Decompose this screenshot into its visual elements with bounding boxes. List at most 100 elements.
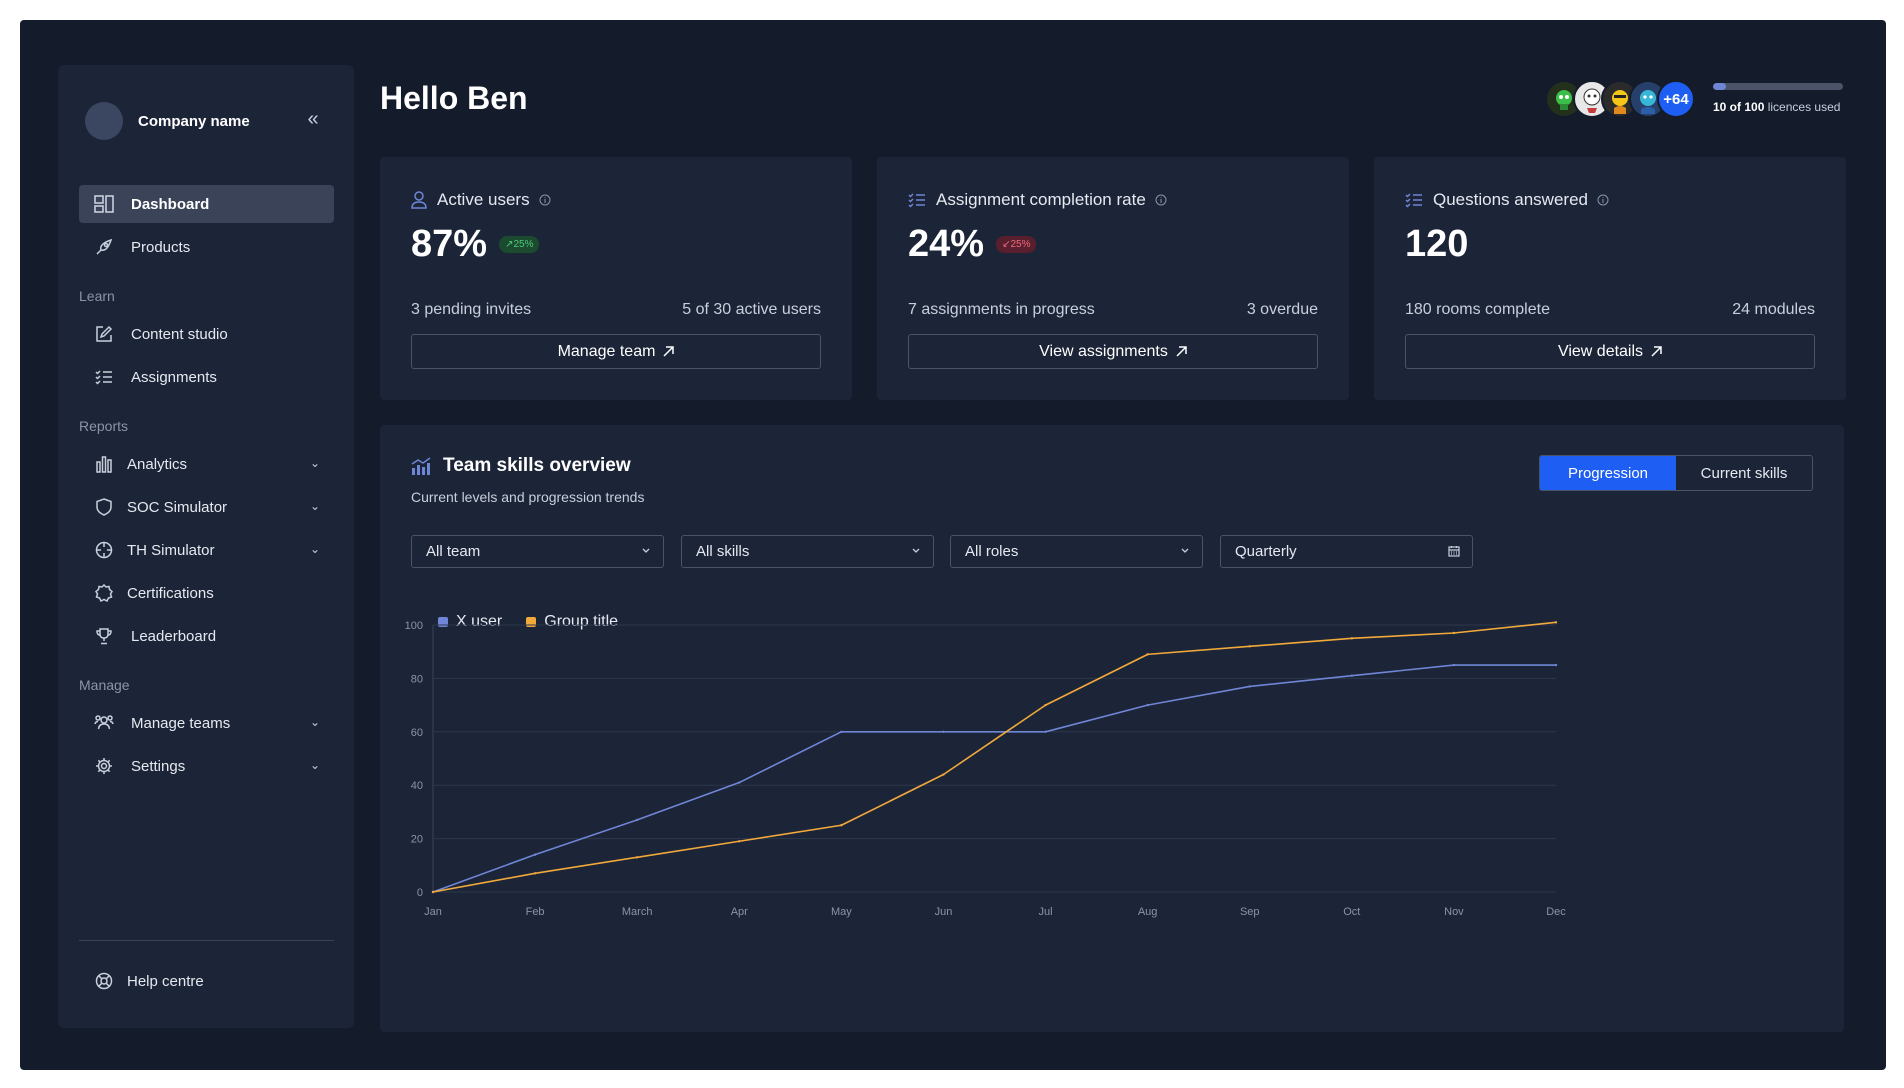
filter-skills-select[interactable]: All skills (681, 535, 934, 568)
avatar[interactable] (1545, 80, 1583, 118)
sidebar-item-settings[interactable]: Settings ⌄ (79, 747, 334, 785)
select-value: All team (426, 543, 481, 560)
data-point-1 (1044, 703, 1047, 707)
data-point-1 (1452, 631, 1456, 635)
sidebar-item-certifications[interactable]: Certifications (79, 574, 334, 612)
checklist-icon (908, 192, 926, 208)
toggle-progression[interactable]: Progression (1540, 456, 1676, 490)
card-left-text: 7 assignments in progress (908, 301, 1095, 318)
sidebar-item-dashboard[interactable]: Dashboard (79, 185, 334, 223)
external-arrow-icon (1651, 346, 1662, 357)
filter-roles-select[interactable]: All roles (950, 535, 1203, 568)
chevron-down-icon (911, 545, 921, 555)
view-assignments-button[interactable]: View assignments (908, 334, 1318, 369)
sidebar-item-th-simulator[interactable]: TH Simulator ⌄ (79, 531, 334, 569)
card-value: 24% (908, 223, 985, 265)
chevron-down-icon[interactable]: ⌄ (309, 499, 320, 513)
button-label: View assignments (1039, 342, 1168, 360)
sidebar-item-label: Products (131, 238, 191, 256)
card-right-text: 3 overdue (1246, 301, 1318, 318)
legend-swatch (438, 617, 448, 627)
filter-team-select[interactable]: All team (411, 535, 664, 568)
user-icon (411, 191, 427, 209)
select-value: Quarterly (1235, 543, 1297, 560)
card-left-text: 180 rooms complete (1405, 301, 1550, 318)
card-right-text: 5 of 30 active users (682, 301, 821, 318)
chevron-down-icon (1180, 545, 1190, 555)
button-label: View details (1557, 342, 1644, 360)
card-title: Assignment completion rate (908, 190, 1167, 210)
edit-icon (93, 323, 115, 345)
panel-title-text: Team skills overview (443, 455, 631, 476)
sidebar-item-analytics[interactable]: Analytics ⌄ (79, 445, 334, 483)
data-point-1 (1350, 637, 1354, 640)
calendar-icon (1448, 545, 1460, 557)
card-value: 87% (411, 223, 488, 265)
collapse-sidebar-icon[interactable]: « (307, 108, 319, 130)
card-left-text: 3 pending invites (411, 301, 532, 318)
dashboard-icon (93, 193, 115, 215)
bar-chart-icon (93, 453, 115, 475)
sidebar-item-help-centre[interactable]: Help centre (79, 962, 334, 1000)
data-point-0 (1554, 663, 1558, 667)
chevron-down-icon[interactable]: ⌄ (309, 758, 320, 772)
lifebuoy-icon (93, 970, 115, 992)
card-value-row: 87% ↗25% (411, 223, 540, 266)
gear-icon (93, 755, 115, 777)
data-point-0 (533, 853, 537, 856)
y-tick-label: 20 (411, 834, 423, 846)
sidebar-item-manage-teams[interactable]: Manage teams ⌄ (79, 704, 334, 742)
more-avatars-count[interactable]: +64 (1657, 80, 1695, 118)
section-label-learn: Learn (79, 288, 115, 304)
data-point-1 (533, 872, 537, 875)
sidebar-item-assignments[interactable]: Assignments (79, 358, 334, 396)
licence-count: 10 of 100 (1713, 100, 1765, 114)
card-details: 180 rooms complete 24 modules (1405, 301, 1815, 319)
view-toggle: Progression Current skills (1539, 455, 1813, 491)
info-icon[interactable] (1597, 194, 1609, 206)
chevron-down-icon[interactable]: ⌄ (309, 715, 320, 729)
sidebar-item-leaderboard[interactable]: Leaderboard (79, 617, 334, 655)
legend-swatch (526, 617, 537, 627)
legend-label: Group title (544, 613, 619, 630)
trophy-icon (93, 625, 115, 647)
y-tick-label: 100 (405, 620, 423, 632)
toggle-current-skills[interactable]: Current skills (1700, 464, 1788, 482)
chevron-down-icon[interactable]: ⌄ (309, 542, 320, 556)
info-icon[interactable] (539, 194, 551, 206)
skills-line-chart: 0 20 40 60 80 100 Jan Feb March Apr May Jun Jul Aug Se… (405, 620, 1567, 918)
chevron-down-icon[interactable]: ⌄ (309, 456, 320, 470)
company-name: Company name (138, 112, 250, 130)
sidebar-item-products[interactable]: Products (79, 228, 334, 266)
data-point-0 (1452, 663, 1456, 667)
external-arrow-icon (663, 346, 675, 357)
data-point-1 (1554, 621, 1558, 624)
company-brand[interactable]: Company name (85, 102, 250, 140)
card-value-row: 120 (1405, 223, 1468, 266)
legend-item[interactable]: Group title (526, 613, 618, 631)
card-title-text: Assignment completion rate (936, 190, 1146, 209)
x-tick-label: Nov (1444, 906, 1464, 918)
crosshair-icon (93, 539, 115, 561)
y-tick-label: 80 (411, 673, 423, 685)
licence-progress-bar (1713, 83, 1843, 90)
chart-legend: X user Group title (438, 613, 642, 631)
x-tick-label: March (622, 906, 653, 918)
filter-period-select[interactable]: Quarterly (1220, 535, 1473, 568)
team-avatars[interactable]: +64 (1545, 80, 1695, 118)
view-details-button[interactable]: View details (1405, 334, 1815, 369)
sidebar-item-label: Settings (131, 757, 186, 775)
sidebar-item-label: Certifications (127, 584, 214, 602)
sidebar-item-soc-simulator[interactable]: SOC Simulator ⌄ (79, 488, 334, 526)
page-title: Hello Ben (380, 80, 528, 116)
card-assignment-completion: Assignment completion rate 24% ↙25% 7 as… (877, 157, 1349, 400)
section-label-manage: Manage (79, 677, 130, 693)
sidebar-item-label: Assignments (131, 368, 217, 386)
button-label: Manage team (557, 342, 656, 360)
data-point-0 (635, 818, 639, 822)
external-arrow-icon (1176, 346, 1187, 357)
info-icon[interactable] (1155, 194, 1167, 206)
sidebar-item-content-studio[interactable]: Content studio (79, 315, 334, 353)
legend-item[interactable]: X user (438, 613, 502, 631)
manage-team-button[interactable]: Manage team (411, 334, 821, 369)
